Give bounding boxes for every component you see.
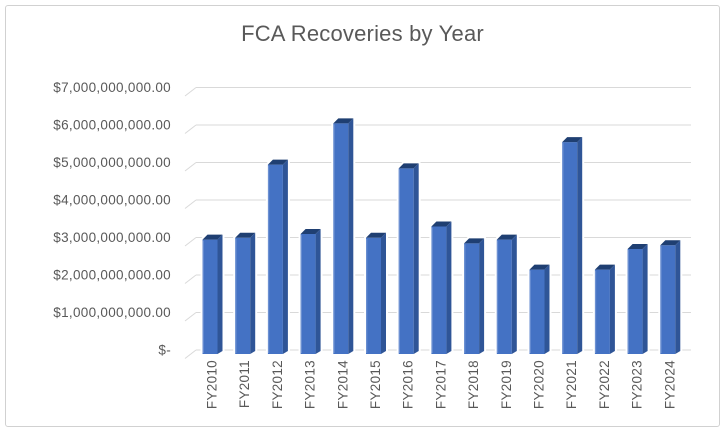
bar-top-FY2015 bbox=[366, 232, 386, 238]
gridline-depth-tick bbox=[184, 312, 197, 322]
bar-top-FY2016 bbox=[398, 163, 419, 169]
bar-side-FY2014 bbox=[348, 118, 354, 354]
bar-top-FY2017 bbox=[431, 221, 452, 227]
x-axis-category-label: FY2015 bbox=[368, 360, 383, 409]
x-axis-category-label: FY2022 bbox=[597, 360, 612, 409]
bar-side-FY2019 bbox=[511, 234, 517, 354]
bar-front-FY2019 bbox=[496, 239, 512, 354]
bar-top-FY2014 bbox=[333, 118, 354, 124]
bar-side-FY2020 bbox=[544, 264, 550, 354]
bar-side-FY2018 bbox=[479, 238, 485, 354]
bar-side-FY2024 bbox=[675, 240, 681, 354]
bar-top-FY2022 bbox=[594, 264, 615, 270]
chart-frame: FCA Recoveries by Year $- $1,000,000,000.… bbox=[5, 5, 720, 427]
bar-front-FY2011 bbox=[235, 237, 251, 354]
bar-side-FY2011 bbox=[250, 232, 256, 354]
gridline-depth-tick bbox=[184, 124, 197, 134]
x-axis-category-label: FY2013 bbox=[303, 360, 318, 409]
x-axis-category-label: FY2014 bbox=[335, 360, 350, 409]
x-axis-category-label: FY2020 bbox=[532, 360, 547, 409]
x-axis-category-label: FY2016 bbox=[401, 360, 416, 409]
bar-side-FY2023 bbox=[642, 244, 648, 354]
x-axis-category-label: FY2012 bbox=[270, 360, 285, 409]
x-axis-category-label: FY2019 bbox=[499, 360, 514, 409]
bar-top-FY2019 bbox=[496, 234, 517, 240]
x-axis-category-label: FY2010 bbox=[205, 360, 220, 409]
y-axis-tick-label: $- bbox=[158, 343, 171, 358]
x-axis-category-label: FY2023 bbox=[630, 360, 645, 409]
y-axis-tick-label: $3,000,000,000.00 bbox=[53, 230, 171, 245]
x-axis-category-label: FY2011 bbox=[237, 360, 252, 408]
gridline-depth-tick bbox=[184, 87, 197, 97]
bar-side-FY2016 bbox=[413, 163, 419, 354]
bar-top-FY2011 bbox=[235, 232, 256, 238]
bar-top-FY2013 bbox=[300, 229, 321, 234]
gridline-depth-tick bbox=[184, 237, 197, 247]
y-axis-tick-label: $4,000,000,000.00 bbox=[53, 193, 171, 208]
bar-front-FY2022 bbox=[594, 269, 610, 354]
bar-front-FY2012 bbox=[267, 164, 283, 354]
bar-top-FY2018 bbox=[464, 238, 485, 244]
bar-front-FY2010 bbox=[202, 239, 218, 354]
y-axis-tick-label: $1,000,000,000.00 bbox=[53, 305, 171, 320]
bar-front-FY2023 bbox=[627, 249, 643, 354]
bar-top-FY2012 bbox=[267, 159, 288, 165]
bar-front-FY2018 bbox=[464, 243, 480, 354]
bar-top-FY2021 bbox=[562, 137, 583, 143]
gridline-depth-tick bbox=[184, 162, 197, 172]
x-axis-category-label: FY2017 bbox=[433, 360, 448, 409]
bar-front-FY2015 bbox=[366, 237, 381, 354]
bar-chart-plot-area: $- $1,000,000,000.00 $2,000,000,000.00 $3,0… bbox=[53, 80, 691, 409]
gridline-depth-tick bbox=[184, 349, 197, 359]
x-axis-category-label: FY2021 bbox=[564, 360, 579, 409]
bar-side-FY2015 bbox=[381, 232, 386, 354]
bar-side-FY2017 bbox=[446, 221, 452, 354]
x-axis-category-label: FY2018 bbox=[466, 360, 481, 409]
bar-top-FY2023 bbox=[627, 244, 648, 249]
bar-side-FY2013 bbox=[315, 229, 321, 354]
gridline-depth-tick bbox=[184, 274, 197, 284]
bar-top-FY2020 bbox=[529, 264, 550, 270]
chart-title: FCA Recoveries by Year bbox=[241, 21, 484, 46]
bar-side-FY2021 bbox=[577, 137, 583, 354]
bar-side-FY2022 bbox=[609, 264, 615, 354]
bar-front-FY2013 bbox=[300, 234, 316, 354]
y-axis-tick-label: $5,000,000,000.00 bbox=[53, 155, 171, 170]
bar-front-FY2016 bbox=[398, 168, 414, 354]
bar-front-FY2024 bbox=[660, 245, 676, 354]
bar-side-FY2012 bbox=[282, 159, 288, 354]
y-axis-tick-label: $2,000,000,000.00 bbox=[53, 268, 171, 283]
bar-front-FY2021 bbox=[562, 142, 578, 354]
bar-front-FY2017 bbox=[431, 226, 447, 354]
bar-top-FY2010 bbox=[202, 234, 223, 240]
bar-top-FY2024 bbox=[660, 240, 681, 246]
bar-front-FY2014 bbox=[333, 123, 349, 354]
bar-front-FY2020 bbox=[529, 269, 545, 354]
bar-side-FY2010 bbox=[217, 234, 223, 354]
y-axis-tick-label: $7,000,000,000.00 bbox=[53, 80, 171, 95]
gridline-depth-tick bbox=[184, 199, 197, 209]
y-axis-tick-label: $6,000,000,000.00 bbox=[53, 118, 171, 133]
x-axis-category-label: FY2024 bbox=[662, 360, 677, 409]
